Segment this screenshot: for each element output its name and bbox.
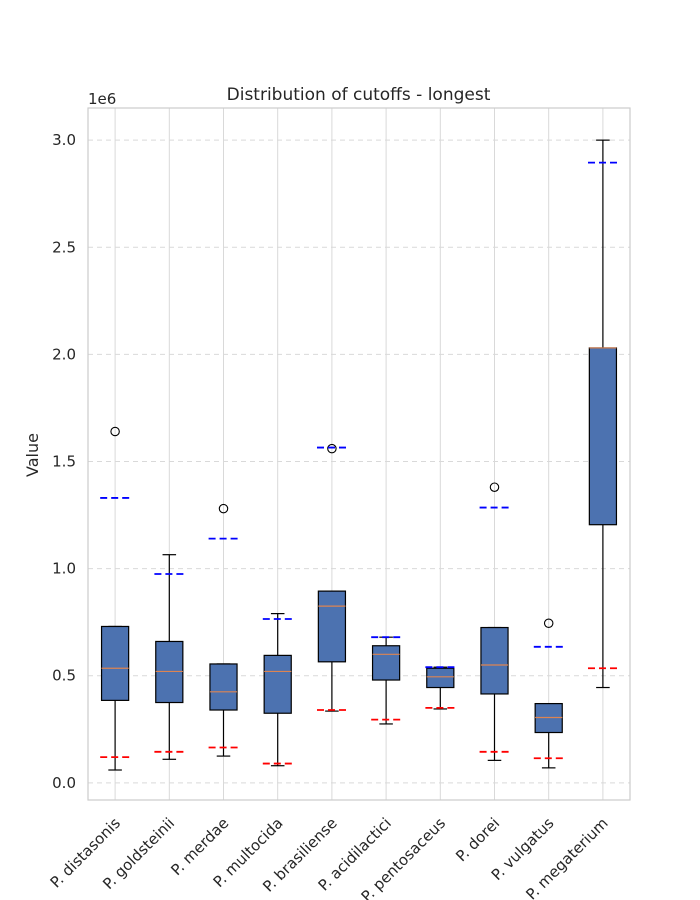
x-tick-label: P. dorei <box>452 814 503 865</box>
outlier-point <box>327 443 337 454</box>
y-tick-label: 0.0 <box>52 774 76 792</box>
box-8 <box>480 482 509 761</box>
y-ticks: 0.0 0.5 1.0 1.5 2.0 2.5 3.0 <box>52 131 76 792</box>
box-body <box>588 347 618 526</box>
boxes <box>100 139 618 771</box>
box-1 <box>100 426 130 771</box>
box-body <box>480 626 509 695</box>
box-7 <box>426 666 455 710</box>
box-10 <box>588 139 618 689</box>
y-tick-label: 3.0 <box>52 131 76 149</box>
outlier-point <box>218 503 229 514</box>
y-tick-label: 0.5 <box>52 667 76 685</box>
box-3 <box>209 503 238 757</box>
box-body <box>426 667 455 689</box>
outlier-point <box>489 482 500 492</box>
box-body <box>263 654 292 714</box>
box-body <box>100 625 130 701</box>
box-2 <box>155 554 184 760</box>
y-tick-label: 1.0 <box>52 560 76 578</box>
y-tick-label: 1.5 <box>52 452 76 470</box>
outlier-point <box>110 426 120 437</box>
outlier-point <box>543 618 554 629</box>
threshold-markers <box>100 161 618 765</box>
box-9 <box>534 618 563 769</box>
box-6 <box>371 636 401 725</box>
box-body <box>209 663 238 711</box>
box-body <box>371 645 401 681</box>
box-body <box>317 590 347 663</box>
box-4 <box>263 613 292 767</box>
y-tick-label: 2.0 <box>52 345 76 363</box>
y-axis-label: Value <box>23 433 42 477</box>
chart-title: Distribution of cutoffs - longest <box>227 85 491 105</box>
y-tick-label: 2.5 <box>52 238 76 256</box>
y-axis-offset-label: 1e6 <box>88 90 116 108</box>
plot-frame <box>87 107 631 801</box>
box-5 <box>317 443 347 712</box>
